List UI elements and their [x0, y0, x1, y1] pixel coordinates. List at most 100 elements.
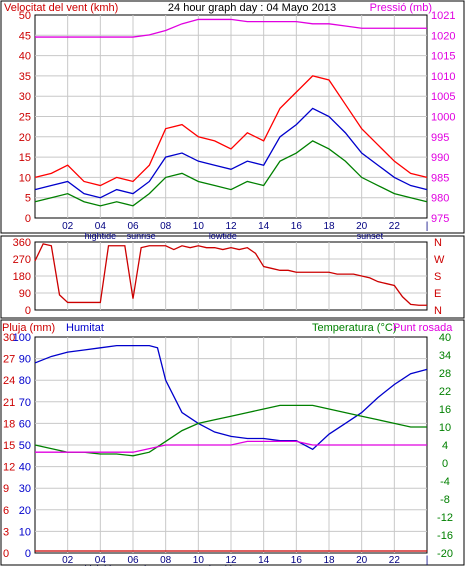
pressure-tick-label: 1015: [431, 51, 455, 63]
humidity-tick-label: 100: [13, 332, 31, 344]
wind-tick-label: 0: [25, 213, 31, 225]
rain-tick-label: 15: [3, 440, 15, 452]
temperature-tick-label: 28: [439, 368, 451, 380]
wind-tick-label: 35: [19, 71, 31, 83]
humidity-tick-label: 10: [19, 526, 31, 538]
dewpoint-line: [35, 440, 427, 453]
rain-tick-label: 3: [3, 526, 9, 538]
pressure-tick-label: 975: [431, 213, 449, 225]
temperature-tick-label: 10: [439, 422, 451, 434]
wind-axis-label: Velocitat del vent (kmh): [4, 2, 118, 14]
direction-tick-label: 360: [13, 237, 31, 249]
humidity-tick-label: 80: [19, 375, 31, 387]
rain-x-tick-label: 02: [62, 555, 74, 566]
pressure-tick-label: 1020: [431, 30, 455, 42]
wind-series-line: [34, 75, 428, 187]
direction-panel-frame: [0, 235, 465, 319]
temperature-tick-label: -4: [440, 476, 450, 488]
rain-x-tick-label: 10: [193, 555, 205, 566]
wind-x-tick-label: 22: [389, 221, 401, 232]
pressure-tick-label: 1010: [431, 71, 455, 83]
wind-event-label: lowtide: [209, 231, 237, 241]
rain-tick-label: 30: [3, 332, 15, 344]
wind-x-tick-label: 02: [62, 221, 74, 232]
wind-tick-label: 20: [19, 132, 31, 144]
humidity-tick-label: 90: [19, 354, 31, 366]
humidity-line: [34, 344, 428, 451]
rain-event-label: sunset: [357, 564, 384, 566]
compass-letter: W: [434, 254, 445, 266]
direction-tick-label: 180: [13, 271, 31, 283]
pressure-tick-label: 1005: [431, 91, 455, 103]
temperature-line: [34, 404, 427, 457]
rain-x-tick-label: 22: [389, 555, 401, 566]
rain-tick-label: 27: [3, 354, 15, 366]
wind-series-line: [34, 107, 428, 199]
rain-tick-label: 0: [3, 548, 9, 560]
wind-event-label: sunrise: [127, 231, 156, 241]
wind-tick-label: 40: [19, 51, 31, 63]
humidity-tick-label: 20: [19, 505, 31, 517]
wind-x-tick-label: |: [426, 221, 429, 232]
humidity-tick-label: 30: [19, 483, 31, 495]
pressure-line: [35, 18, 427, 38]
temperature-tick-label: -12: [437, 512, 453, 524]
temperature-tick-label: -16: [437, 530, 453, 542]
wind-event-label: hightide: [85, 231, 117, 241]
pressure-axis-label: Pressió (mb): [370, 2, 432, 14]
direction-tick-label: 90: [19, 288, 31, 300]
wind-tick-label: 45: [19, 30, 31, 42]
pressure-tick-label: 995: [431, 132, 449, 144]
wind-series-line: [34, 140, 428, 207]
rain-x-tick-label: |: [426, 555, 429, 566]
humidity-tick-label: 40: [19, 462, 31, 474]
dewpoint-axis-label: Punt rosada: [393, 322, 453, 334]
temperature-tick-label: 4: [442, 440, 448, 452]
rain-x-tick-label: 14: [258, 555, 270, 566]
compass-letter: S: [434, 271, 441, 283]
rain-event-label: lowtide: [209, 564, 237, 566]
wind-tick-label: 25: [19, 112, 31, 124]
rain-tick-label: 24: [3, 375, 15, 387]
rain-tick-label: 21: [3, 397, 15, 409]
direction-tick-label: 0: [25, 305, 31, 317]
chart-title: 24 hour graph day : 04 Mayo 2013: [168, 2, 336, 14]
wind-x-tick-label: 04: [95, 221, 107, 232]
rain-event-label: hightide: [85, 564, 117, 566]
pressure-tick-label: 985: [431, 172, 449, 184]
wind-x-tick-label: 08: [160, 221, 172, 232]
temperature-axis-label: Temperatura (°C): [312, 322, 396, 334]
temperature-tick-label: 40: [439, 332, 451, 344]
humidity-tick-label: 60: [19, 418, 31, 430]
rain-x-tick-label: 12: [225, 555, 237, 566]
wind-x-tick-label: 16: [291, 221, 303, 232]
wind-x-tick-label: 10: [193, 221, 205, 232]
temperature-tick-label: 34: [439, 350, 451, 362]
rain-tick-label: 12: [3, 462, 15, 474]
rain-tick-label: 6: [3, 505, 9, 517]
rain-x-tick-label: 04: [95, 555, 107, 566]
wind-x-tick-label: 06: [127, 221, 139, 232]
rain-tick-label: 18: [3, 418, 15, 430]
rain-event-label: sunrise: [127, 564, 156, 566]
pressure-tick-label: 990: [431, 152, 449, 164]
compass-letter: N: [434, 237, 442, 249]
humidity-tick-label: 70: [19, 397, 31, 409]
pressure-tick-label: 1021: [431, 10, 455, 22]
direction-tick-label: 270: [13, 254, 31, 266]
temperature-tick-label: 16: [439, 404, 451, 416]
temperature-tick-label: 0: [442, 458, 448, 470]
rain-x-tick-label: 08: [160, 555, 172, 566]
wind-x-tick-label: 14: [258, 221, 270, 232]
rain-x-tick-label: 06: [127, 555, 139, 566]
rain-x-tick-label: 18: [323, 555, 335, 566]
humidity-tick-label: 50: [19, 440, 31, 452]
direction-line: [34, 243, 427, 306]
pressure-tick-label: 1000: [431, 112, 455, 124]
wind-tick-label: 15: [19, 152, 31, 164]
wind-panel-frame: [0, 0, 465, 234]
humidity-tick-label: 0: [25, 548, 31, 560]
humidity-axis-label: Humitat: [66, 322, 104, 334]
